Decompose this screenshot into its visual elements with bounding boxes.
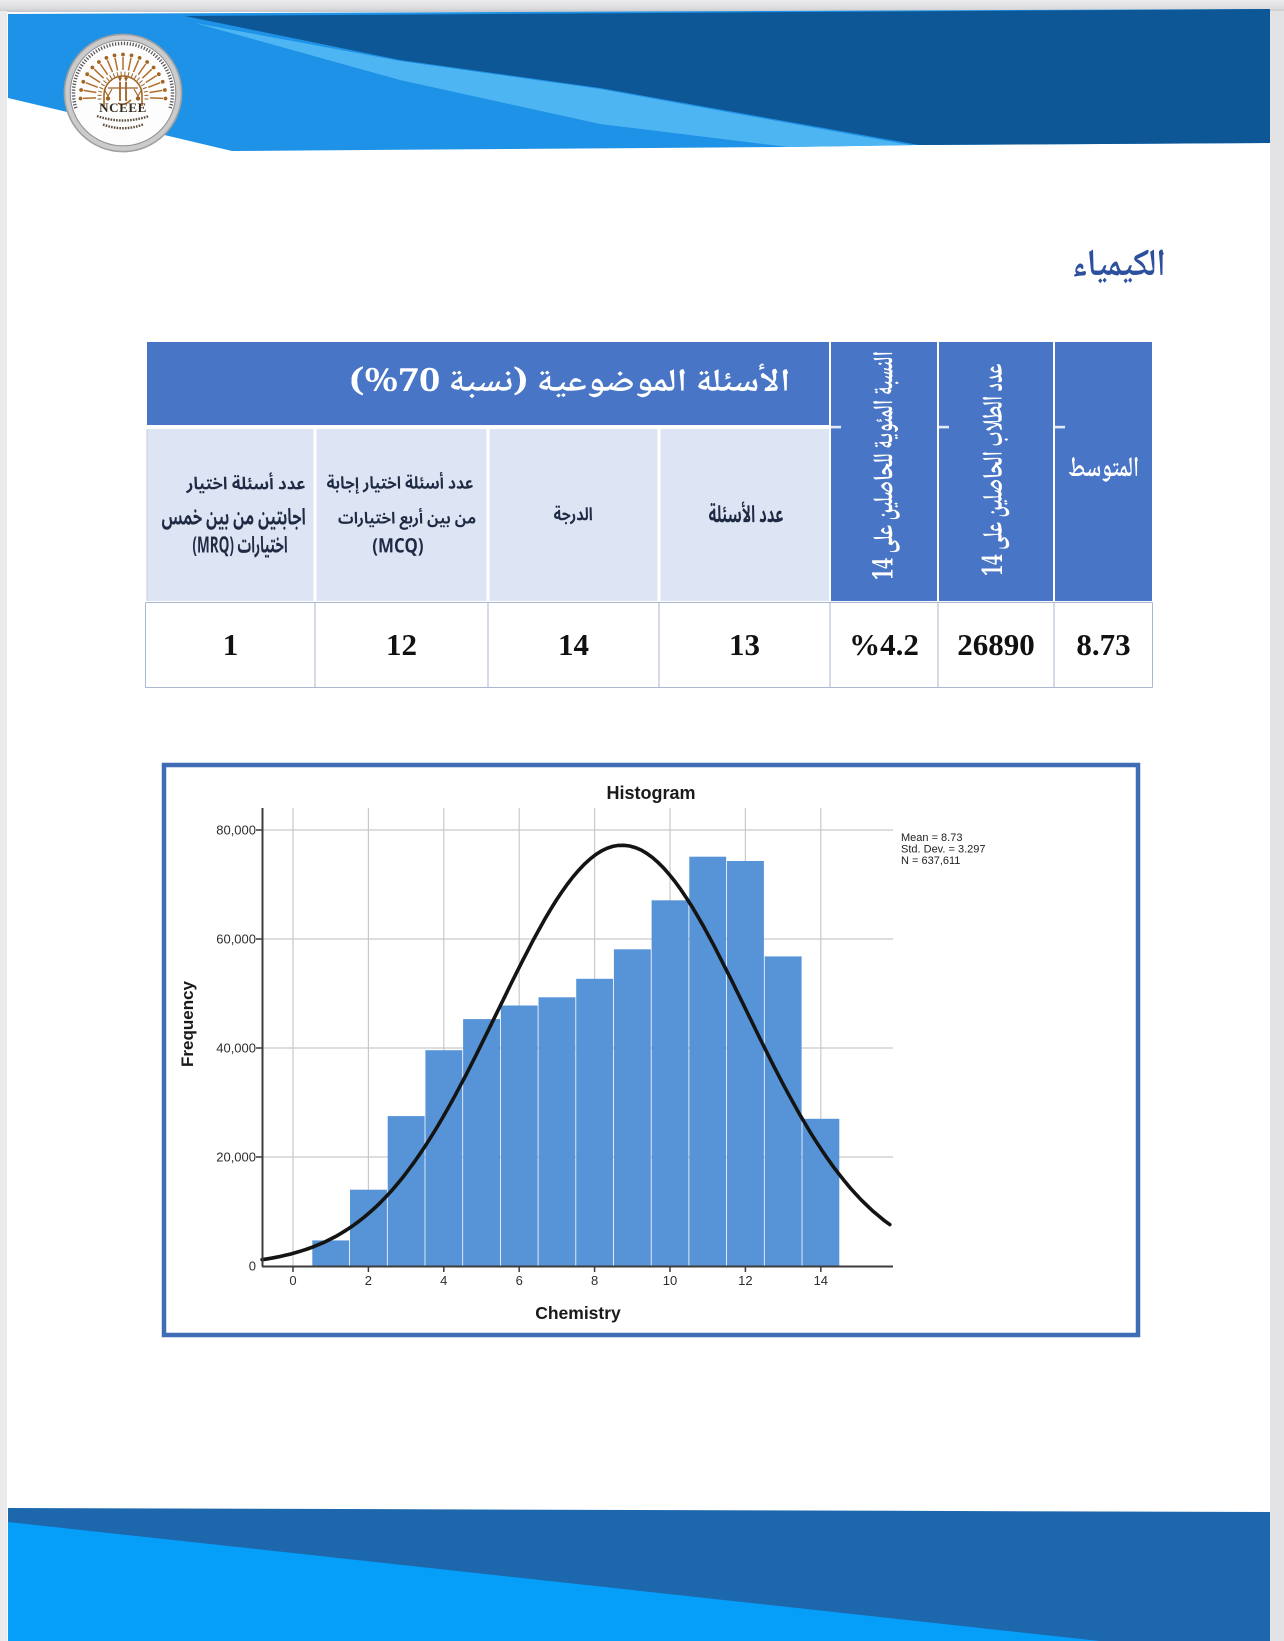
svg-text:20,000: 20,000: [216, 1150, 256, 1165]
svg-text:8: 8: [591, 1273, 598, 1288]
svg-text:26890: 26890: [957, 627, 1035, 662]
svg-text:60,000: 60,000: [216, 932, 256, 947]
svg-text:0: 0: [289, 1273, 296, 1288]
svg-text:8.73: 8.73: [1076, 627, 1130, 662]
svg-text:40,000: 40,000: [216, 1041, 256, 1056]
svg-text:6: 6: [516, 1273, 523, 1288]
svg-text:4: 4: [440, 1273, 447, 1288]
svg-text:Histogram: Histogram: [606, 783, 695, 803]
svg-text:12: 12: [386, 627, 417, 662]
svg-text:Chemistry: Chemistry: [535, 1303, 621, 1323]
svg-text:13: 13: [729, 627, 760, 662]
svg-text:N = 637,611: N = 637,611: [901, 855, 960, 867]
svg-text:2: 2: [365, 1273, 372, 1288]
svg-text:1: 1: [223, 627, 239, 662]
svg-text:0: 0: [249, 1259, 256, 1274]
svg-text:Mean = 8.73: Mean = 8.73: [901, 832, 962, 844]
svg-text:NCEEE: NCEEE: [99, 100, 147, 115]
svg-text:Frequency: Frequency: [178, 980, 197, 1067]
svg-text:10: 10: [663, 1273, 677, 1288]
svg-text:Std. Dev. = 3.297: Std. Dev. = 3.297: [901, 844, 986, 856]
svg-text:14: 14: [814, 1273, 828, 1288]
svg-text:14: 14: [558, 627, 589, 662]
svg-text:12: 12: [738, 1273, 752, 1288]
svg-text:80,000: 80,000: [216, 823, 256, 838]
svg-text:%4.2: %4.2: [849, 627, 919, 662]
